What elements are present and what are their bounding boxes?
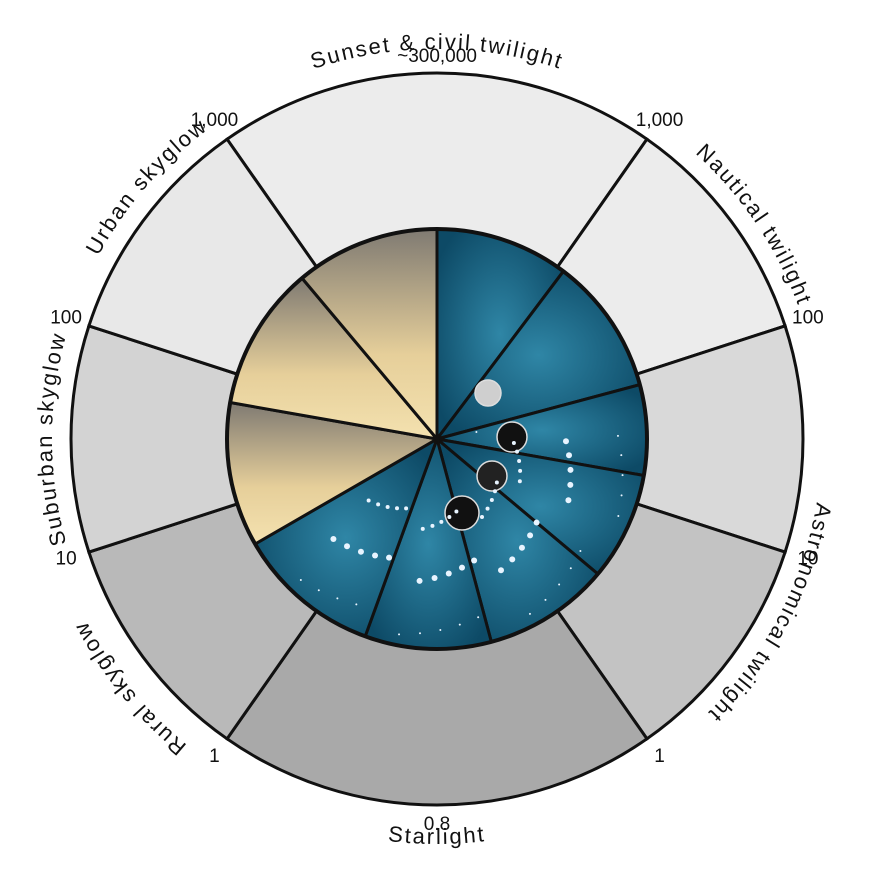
- star: [430, 523, 435, 528]
- boundary-label: 1: [654, 746, 665, 767]
- star: [336, 597, 339, 600]
- zone-name: Suburban skyglow: [32, 329, 71, 548]
- star: [566, 452, 573, 459]
- star: [404, 506, 409, 511]
- star: [458, 564, 465, 571]
- star: [511, 441, 516, 446]
- zone-name-text: Starlight: [387, 821, 485, 849]
- star: [355, 603, 358, 606]
- star: [471, 557, 478, 564]
- star: [544, 598, 547, 601]
- star: [458, 623, 461, 626]
- moon: [476, 460, 508, 492]
- star: [344, 543, 351, 550]
- star: [620, 494, 623, 497]
- star: [492, 489, 497, 494]
- star: [579, 550, 582, 553]
- star: [420, 526, 425, 531]
- star: [376, 502, 381, 507]
- boundary-label: 1: [209, 746, 220, 767]
- star: [617, 514, 620, 517]
- star: [385, 504, 390, 509]
- inner-rim: [225, 227, 649, 651]
- moon: [444, 495, 480, 531]
- star: [431, 574, 438, 581]
- star: [515, 449, 520, 454]
- star: [498, 567, 505, 574]
- star: [475, 431, 478, 434]
- boundary-label: 10: [797, 549, 818, 570]
- star: [527, 532, 534, 539]
- star: [454, 509, 459, 514]
- star: [518, 544, 525, 551]
- star: [477, 616, 480, 619]
- star: [299, 578, 302, 581]
- star: [567, 481, 574, 488]
- star: [317, 589, 320, 592]
- star: [494, 480, 499, 485]
- star: [480, 514, 484, 519]
- star: [565, 497, 572, 504]
- star: [621, 474, 624, 477]
- star: [517, 458, 522, 463]
- inner-disc: [225, 227, 649, 651]
- star: [398, 633, 401, 636]
- star: [372, 552, 379, 559]
- star: [489, 497, 494, 502]
- star: [445, 570, 452, 577]
- star: [558, 583, 561, 586]
- boundary-label: 10: [56, 549, 77, 570]
- star: [533, 519, 540, 526]
- star: [509, 556, 516, 563]
- star: [528, 612, 531, 615]
- star: [447, 515, 452, 520]
- star: [439, 519, 444, 524]
- boundary-label: 1,000: [191, 110, 239, 131]
- boundary-label: 0.8: [424, 814, 450, 835]
- star: [419, 632, 422, 635]
- star: [562, 438, 569, 445]
- boundary-label: 1,000: [636, 110, 684, 131]
- star: [620, 454, 623, 457]
- star: [485, 506, 490, 511]
- moon: [496, 421, 528, 453]
- zone-name: Starlight: [387, 821, 487, 849]
- boundary-label: ~300,000: [397, 46, 477, 67]
- boundary-label: 100: [50, 307, 82, 328]
- star: [366, 498, 371, 503]
- star: [439, 628, 442, 631]
- star: [518, 468, 523, 473]
- star: [569, 567, 572, 570]
- zone-name-text: Suburban skyglow: [32, 329, 69, 548]
- star: [416, 577, 423, 584]
- star: [357, 548, 364, 555]
- star: [517, 479, 522, 484]
- star: [616, 434, 619, 437]
- boundary-label: 100: [792, 307, 824, 328]
- moon: [474, 379, 502, 407]
- star: [567, 466, 574, 473]
- star: [386, 554, 393, 561]
- star: [395, 506, 399, 511]
- star: [330, 536, 337, 543]
